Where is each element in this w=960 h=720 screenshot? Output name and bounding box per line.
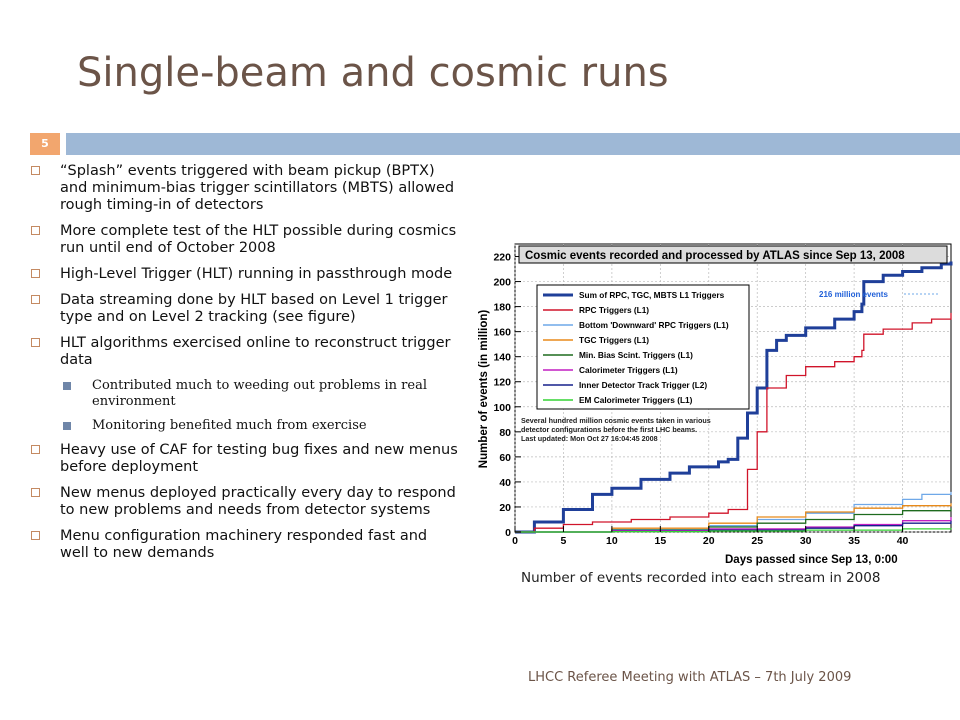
bullet-square-icon: [31, 166, 40, 175]
slide-title: Single-beam and cosmic runs: [77, 50, 669, 96]
bullet-text: “Splash” events triggered with beam pick…: [60, 163, 455, 213]
bullet-item: New menus deployed practically every day…: [30, 485, 460, 519]
chart-title-box: [518, 245, 948, 264]
bullet-square-icon: [31, 295, 40, 304]
bullet-item: High-Level Trigger (HLT) running in pass…: [30, 266, 460, 283]
y-tick-label: 160: [493, 327, 511, 339]
series-line: [515, 503, 952, 533]
series-line: [515, 312, 952, 533]
y-tick-label: 20: [499, 502, 511, 514]
sub-bullet-item: Monitoring benefited much from exercise: [30, 418, 460, 434]
cosmic-events-chart: 0 5 10 15 20 25 30 35 40 0 20 40 60 80 100 120 140 160 180…: [478, 243, 953, 566]
footer-text: LHCC Referee Meeting with ATLAS – 7th Ju…: [528, 670, 852, 685]
bullet-item: Menu configuration machinery responded f…: [30, 528, 460, 562]
header-bar: [66, 133, 960, 155]
legend-label: TGC Triggers (L1): [579, 335, 649, 345]
slide-number: 5: [30, 133, 60, 155]
chart-title: Cosmic events recorded and processed by …: [525, 250, 905, 262]
bullet-square-icon: [31, 269, 40, 278]
bullet-square-icon: [31, 531, 40, 540]
x-tick-label: 20: [703, 535, 715, 547]
axes-group: 0 5 10 15 20 25 30 35 40 0 20 40 60 80 100 120 140 160 180…: [493, 252, 908, 547]
bullet-item: More complete test of the HLT possible d…: [30, 223, 460, 257]
x-tick-label: 40: [897, 535, 909, 547]
chart-annotation: 216 million events: [819, 290, 888, 299]
bullet-square-icon: [31, 488, 40, 497]
chart-note-line: Last updated: Mon Oct 27 16:04:45 2008: [521, 434, 658, 443]
bullet-text: More complete test of the HLT possible d…: [60, 223, 457, 256]
y-tick-label: 80: [499, 427, 511, 439]
legend-label: Inner Detector Track Trigger (L2): [579, 380, 707, 390]
x-tick-label: 25: [751, 535, 763, 547]
legend-label: Min. Bias Scint. Triggers (L1): [579, 350, 693, 360]
chart-note-line: Several hundred million cosmic events ta…: [521, 416, 711, 425]
sub-bullet-item: Contributed much to weeding out problems…: [30, 378, 460, 410]
bullet-text: High-Level Trigger (HLT) running in pass…: [60, 266, 453, 282]
figure-caption: Number of events recorded into each stre…: [521, 570, 881, 586]
legend: Sum of RPC, TGC, MBTS L1 Triggers RPC Tri…: [536, 284, 750, 410]
chart-note-line: detector configurations before the first…: [521, 425, 697, 434]
y-tick-label: 120: [493, 377, 511, 389]
y-tick-label: 40: [499, 477, 511, 489]
y-tick-label: 100: [493, 402, 511, 414]
y-tick-label: 60: [499, 452, 511, 464]
bullet-item: HLT algorithms exercised online to recon…: [30, 335, 460, 369]
legend-label: EM Calorimeter Triggers (L1): [579, 395, 693, 405]
sub-bullet-text: Contributed much to weeding out problems…: [92, 378, 427, 409]
x-tick-label: 35: [848, 535, 860, 547]
y-tick-label: 0: [505, 527, 511, 539]
x-axis-label: Days passed since Sep 13, 0:00: [725, 554, 898, 566]
y-tick-label: 220: [493, 252, 511, 264]
x-tick-label: 10: [606, 535, 618, 547]
bullet-text: Heavy use of CAF for testing bug fixes a…: [60, 442, 458, 475]
bullet-text: Menu configuration machinery responded f…: [60, 528, 428, 561]
y-axis-label: Number of events (in million): [478, 310, 490, 469]
legend-label: Sum of RPC, TGC, MBTS L1 Triggers: [579, 290, 725, 300]
x-tick-label: 0: [512, 535, 518, 547]
bullet-square-icon: [31, 445, 40, 454]
bullet-text: New menus deployed practically every day…: [60, 485, 456, 518]
legend-label: Calorimeter Triggers (L1): [579, 365, 678, 375]
bullet-text: HLT algorithms exercised online to recon…: [60, 335, 451, 368]
chart-container: 0 5 10 15 20 25 30 35 40 0 20 40 60 80 100 120 140 160 180…: [463, 238, 955, 568]
y-tick-label: 200: [493, 277, 511, 289]
bullet-item: “Splash” events triggered with beam pick…: [30, 163, 460, 214]
bullet-item: Data streaming done by HLT based on Leve…: [30, 292, 460, 326]
bullet-square-icon: [31, 338, 40, 347]
x-tick-label: 5: [561, 535, 567, 547]
bullet-square-icon: [31, 226, 40, 235]
sub-bullet-text: Monitoring benefited much from exercise: [92, 418, 367, 433]
bullet-list: “Splash” events triggered with beam pick…: [30, 163, 460, 571]
x-tick-label: 30: [800, 535, 812, 547]
y-tick-label: 180: [493, 302, 511, 314]
bullet-item: Heavy use of CAF for testing bug fixes a…: [30, 442, 460, 476]
legend-box: [536, 284, 750, 410]
sub-bullet-square-icon: [63, 422, 71, 430]
x-tick-label: 15: [654, 535, 666, 547]
y-tick-label: 140: [493, 352, 511, 364]
legend-label: Bottom 'Downward' RPC Triggers (L1): [579, 320, 729, 330]
sub-bullet-square-icon: [63, 382, 71, 390]
bullet-text: Data streaming done by HLT based on Leve…: [60, 292, 448, 325]
legend-label: RPC Triggers (L1): [579, 305, 649, 315]
